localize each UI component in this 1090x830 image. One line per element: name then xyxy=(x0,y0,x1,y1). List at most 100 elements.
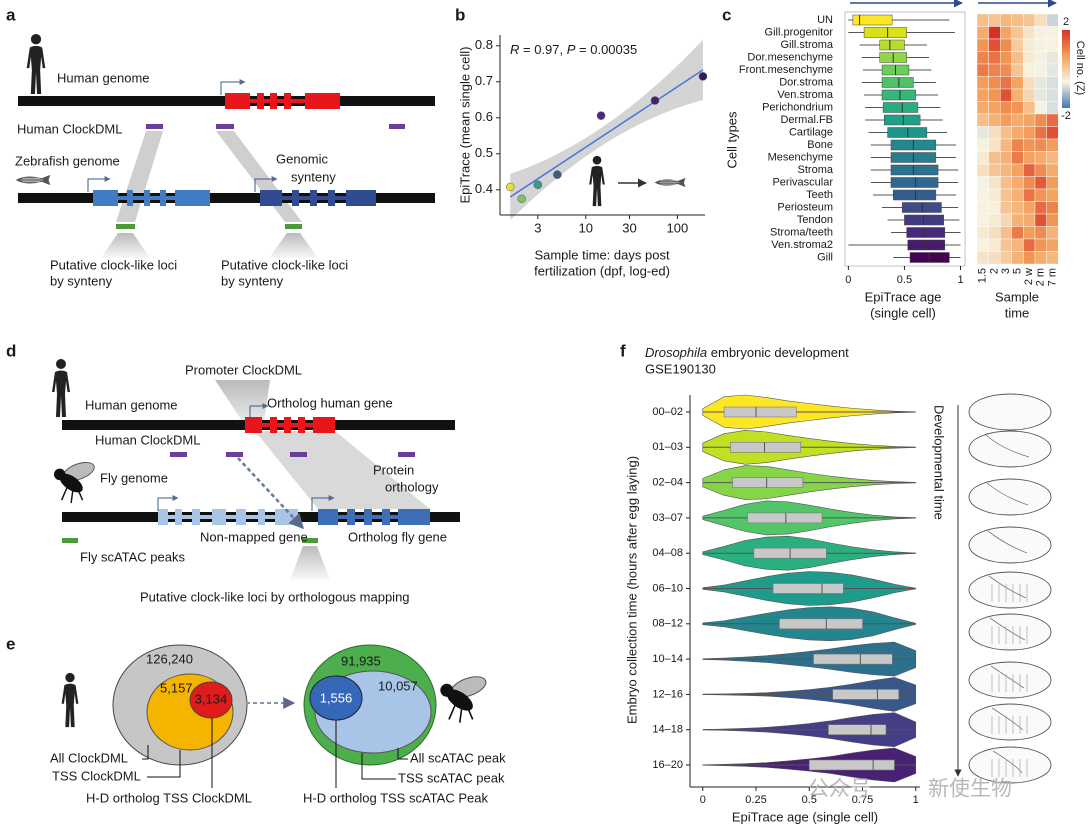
label: All ClockDML xyxy=(50,750,128,765)
heat-cell xyxy=(1023,113,1036,127)
synteny-band xyxy=(216,131,302,222)
leader-line xyxy=(361,753,396,780)
label: Ortholog human gene xyxy=(267,395,393,410)
box xyxy=(832,689,900,700)
colorbar-label: Cell no. (Z) xyxy=(1074,41,1086,95)
gene-exon xyxy=(127,190,133,206)
zebrafish-chromosome xyxy=(18,193,435,203)
heat-cell xyxy=(1046,138,1059,152)
gene-exon xyxy=(270,93,277,109)
zebrafish-icon xyxy=(654,177,686,188)
panel-label: d xyxy=(6,341,16,360)
x-axis-label: Sample time: days post xyxy=(534,247,670,262)
heat-cell xyxy=(1000,226,1013,240)
gene-exon xyxy=(257,93,264,109)
row-label: Dermal.FB xyxy=(780,114,833,126)
heat-cell xyxy=(1023,213,1036,227)
gene-exon xyxy=(347,509,355,525)
label: by synteny xyxy=(221,273,284,288)
heat-cell xyxy=(1011,126,1024,140)
heat-cell xyxy=(1034,213,1047,227)
heat-cell xyxy=(988,213,1001,227)
heat-cell xyxy=(1000,251,1013,265)
count: 10,057 xyxy=(378,678,418,693)
x-axis-label: Sample xyxy=(995,289,1039,304)
heat-cell xyxy=(1046,151,1059,165)
column-label: 2 m xyxy=(1035,268,1047,286)
x-tick-label: 3 xyxy=(534,220,541,235)
label: Genomic xyxy=(276,151,329,166)
human-icon xyxy=(61,672,79,728)
row-label: Gill xyxy=(817,251,833,263)
heat-cell xyxy=(988,188,1001,202)
heat-cell xyxy=(976,151,989,165)
embryo-detail xyxy=(988,575,1027,599)
heat-cell xyxy=(1023,38,1036,52)
row-label: Bone xyxy=(807,139,833,151)
y-tick-label: 14–18 xyxy=(652,724,683,736)
heat-cell xyxy=(1046,38,1059,52)
scatac-mark xyxy=(62,538,78,543)
box xyxy=(779,618,863,630)
row-label: Front.mesenchyme xyxy=(739,64,833,76)
heat-cell xyxy=(1023,251,1036,265)
heat-cell xyxy=(988,126,1001,140)
count: 5,157 xyxy=(160,680,193,695)
embryo-drawing xyxy=(968,703,1052,741)
heat-cell xyxy=(1011,63,1024,77)
tss-arrow xyxy=(311,495,335,511)
label: Putative clock-like loci xyxy=(221,257,348,272)
embryo-drawing xyxy=(968,393,1052,431)
heat-cell xyxy=(1023,126,1036,140)
embryo-detail xyxy=(985,434,1030,458)
heat-cell xyxy=(1034,126,1047,140)
heat-cell xyxy=(1023,226,1036,240)
y-axis-label: Cell types xyxy=(724,111,739,169)
heat-cell xyxy=(1011,188,1024,202)
label: Fly genome xyxy=(100,470,168,485)
heat-cell xyxy=(988,76,1001,90)
x-tick-label: 30 xyxy=(622,220,636,235)
tss-arrow xyxy=(254,176,278,192)
box xyxy=(730,441,802,453)
embryo-detail xyxy=(989,617,1026,641)
label: Ortholog fly gene xyxy=(348,529,447,544)
locus-mark xyxy=(285,224,302,229)
gene-exon xyxy=(158,509,168,525)
box xyxy=(813,653,893,665)
point xyxy=(517,194,526,204)
column-label: 7 m xyxy=(1046,268,1058,286)
locus-mark xyxy=(116,224,135,229)
heat-cell xyxy=(1000,38,1013,52)
gene-exon xyxy=(245,417,262,433)
heat-cell xyxy=(1000,213,1013,227)
heat-cell xyxy=(1046,126,1059,140)
watermark: 公众号 xyxy=(808,778,871,801)
box xyxy=(772,583,844,594)
gene-exon xyxy=(144,190,150,206)
y-tick-label: 00–02 xyxy=(652,406,683,418)
orthology-band xyxy=(255,431,430,509)
x-tick-label: 0 xyxy=(845,274,851,286)
heat-cell xyxy=(1023,88,1036,102)
leader-line xyxy=(142,745,149,760)
gene-exon xyxy=(298,417,305,433)
heat-cell xyxy=(1034,63,1047,77)
heat-cell xyxy=(976,101,989,115)
point xyxy=(698,72,708,81)
gene-exon xyxy=(270,417,277,433)
heat-cell xyxy=(1034,51,1047,65)
heat-cell xyxy=(1046,163,1059,177)
heat-cell xyxy=(1034,113,1047,127)
heat-cell xyxy=(988,226,1001,240)
heat-cell xyxy=(1046,213,1059,227)
heat-cell xyxy=(1046,101,1059,115)
y-tick-label: 08–12 xyxy=(652,618,683,630)
heat-cell xyxy=(1046,13,1059,27)
gene-exon xyxy=(346,190,376,206)
heat-cell xyxy=(1046,251,1059,265)
heat-cell xyxy=(1046,188,1059,202)
watermark: 新使生物 xyxy=(928,778,1012,801)
gene-exon xyxy=(284,417,291,433)
